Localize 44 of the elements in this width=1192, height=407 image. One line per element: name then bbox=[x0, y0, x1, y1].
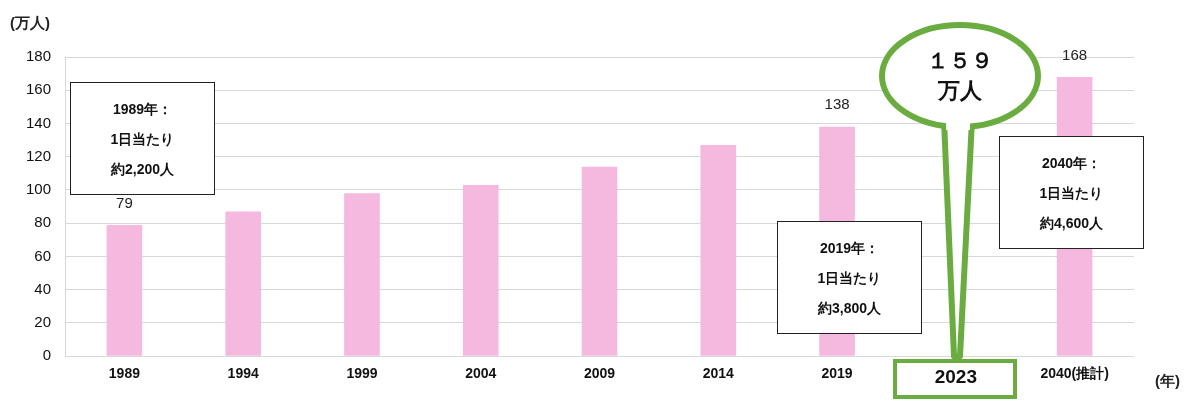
y-tick-label: 100 bbox=[26, 180, 52, 198]
annotation: 2019年： bbox=[819, 238, 880, 258]
annotation: 1日当たり bbox=[1039, 183, 1104, 203]
y-tick-label: 60 bbox=[34, 246, 52, 264]
bar bbox=[581, 166, 618, 356]
y-tick-label: 120 bbox=[26, 146, 52, 164]
bar bbox=[225, 211, 262, 356]
y-tick-label: 40 bbox=[34, 279, 52, 297]
annotation: 1日当たり bbox=[110, 129, 175, 149]
note-box: 1989年： 1日当たり 約2,200人 bbox=[70, 82, 215, 195]
bar bbox=[344, 193, 380, 356]
y-tick-label: 20 bbox=[34, 313, 52, 331]
annotation: 2040年： bbox=[1041, 153, 1102, 173]
x-tick-label: 2009 bbox=[583, 365, 616, 382]
x-tick-label: 2019 bbox=[821, 365, 853, 382]
bar bbox=[700, 145, 737, 356]
annotation: 約3,800人 bbox=[817, 298, 882, 318]
note-box: 2019年： 1日当たり 約3,800人 bbox=[777, 221, 922, 334]
x-tick-label: 2014 bbox=[702, 365, 735, 382]
y-tick-label: 0 bbox=[42, 346, 52, 364]
x-tick-label: 1989 bbox=[108, 365, 141, 382]
x-tick-label: 2023 bbox=[934, 365, 977, 387]
y-tick-label: 140 bbox=[26, 113, 52, 131]
data-label: 168 bbox=[1062, 45, 1088, 63]
y-axis-title: (万人) bbox=[10, 14, 50, 32]
annotation: 約4,600人 bbox=[1039, 213, 1104, 233]
annotation: 1989年： bbox=[112, 99, 173, 119]
x-tick-label: 1994 bbox=[227, 365, 259, 382]
x-tick-label: 2004 bbox=[465, 365, 497, 382]
data-label: 79 bbox=[116, 193, 133, 211]
note-box: 2040年： 1日当たり 約4,600人 bbox=[999, 136, 1144, 249]
annotation: 万人 bbox=[937, 77, 983, 105]
x-tick-label: 2040(推計) bbox=[1040, 365, 1109, 382]
bar bbox=[462, 184, 499, 356]
annotation: １５９ bbox=[926, 47, 994, 75]
annotation: 1日当たり bbox=[817, 268, 882, 288]
annotation: 約2,200人 bbox=[110, 159, 175, 179]
x-axis-title: (年) bbox=[1155, 371, 1180, 389]
x-tick-label: 1999 bbox=[346, 365, 378, 382]
y-tick-label: 160 bbox=[26, 80, 52, 98]
y-tick-label: 180 bbox=[26, 47, 52, 65]
bar bbox=[106, 224, 143, 356]
y-tick-label: 80 bbox=[34, 213, 52, 231]
data-label: 138 bbox=[824, 95, 850, 113]
